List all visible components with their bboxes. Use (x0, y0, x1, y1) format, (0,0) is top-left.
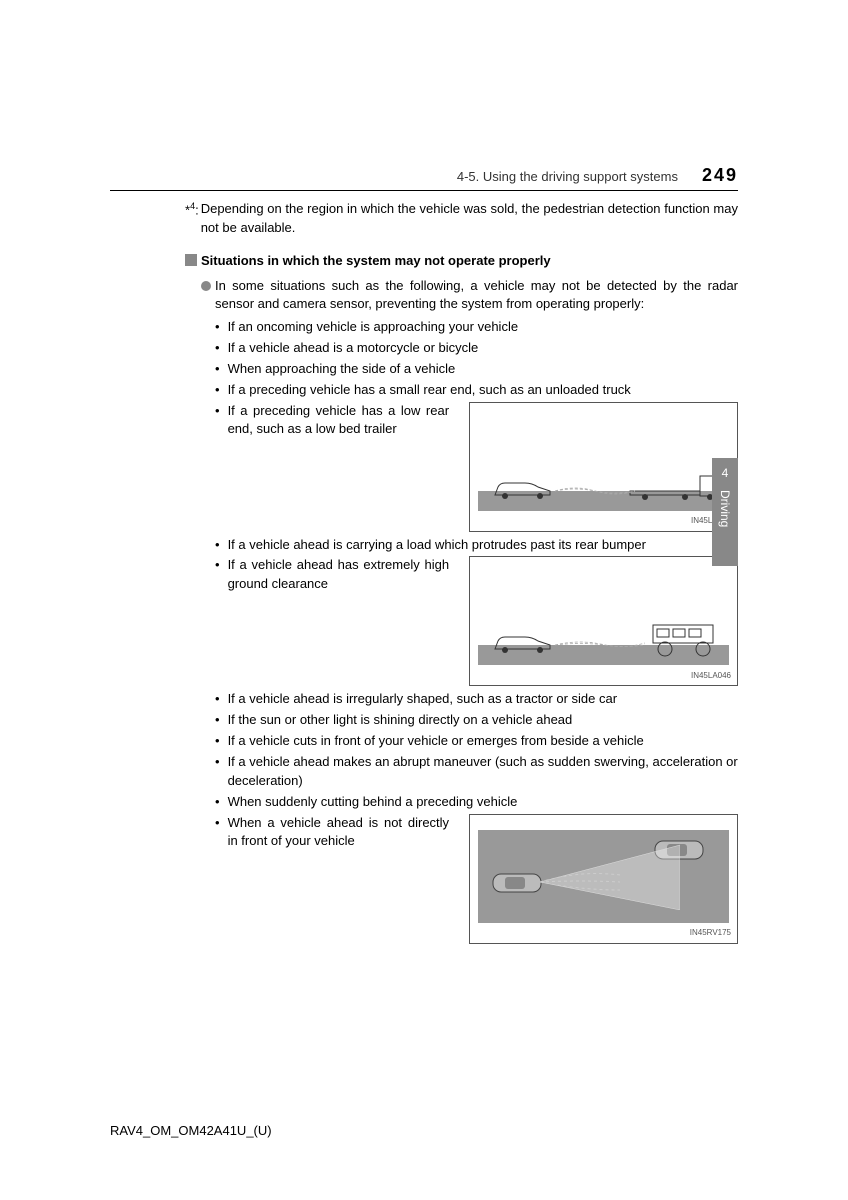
list-item: •When suddenly cutting behind a precedin… (215, 793, 738, 812)
list-item-with-diagram: • If a vehicle ahead has extremely high … (215, 556, 738, 686)
list-item-with-diagram: • When a vehicle ahead is not directly i… (215, 814, 738, 944)
radar-cone-icon (540, 840, 680, 910)
car-top-icon (490, 870, 545, 896)
circle-intro: In some situations such as the following… (201, 277, 738, 315)
list-item: •If a vehicle ahead is a motorcycle or b… (215, 339, 738, 358)
chapter-label: Driving (718, 490, 732, 527)
list-item-with-diagram: • If a preceding vehicle has a low rear … (215, 402, 738, 532)
footnote-text: Depending on the region in which the veh… (201, 200, 738, 238)
radar-wave-icon (555, 485, 635, 497)
bullet-group-1: •If an oncoming vehicle is approaching y… (215, 318, 738, 943)
footer-code: RAV4_OM_OM42A41U_(U) (110, 1123, 272, 1138)
list-item: •If a vehicle ahead is irregularly shape… (215, 690, 738, 709)
page-number: 249 (702, 165, 738, 186)
diagram-high-clearance: IN45LA046 (469, 556, 738, 686)
diagram-code: IN45RV175 (690, 927, 731, 939)
list-item: •If a vehicle cuts in front of your vehi… (215, 732, 738, 751)
list-item: •If a preceding vehicle has a small rear… (215, 381, 738, 400)
car-icon (490, 631, 560, 655)
chapter-number: 4 (722, 466, 729, 480)
diagram-offset-vehicle: IN45RV175 (469, 814, 738, 944)
list-item: •If a vehicle ahead is carrying a load w… (215, 536, 738, 555)
header-rule (110, 190, 738, 191)
diagram-low-trailer: IN45LA045 (469, 402, 738, 532)
trailer-icon (625, 471, 725, 501)
list-item: •If the sun or other light is shining di… (215, 711, 738, 730)
section-heading: Situations in which the system may not o… (185, 252, 738, 271)
footnote: *4: Depending on the region in which the… (185, 200, 738, 238)
square-bullet-icon (185, 254, 197, 266)
list-item: •If a vehicle ahead makes an abrupt mane… (215, 753, 738, 791)
circle-bullet-icon (201, 281, 211, 291)
car-icon (490, 477, 560, 501)
list-item: •When approaching the side of a vehicle (215, 360, 738, 379)
section-title: 4-5. Using the driving support systems (457, 169, 678, 184)
content-area: *4: Depending on the region in which the… (185, 200, 738, 948)
circle-text: In some situations such as the following… (215, 277, 738, 315)
footnote-marker: *4: (185, 200, 199, 238)
suv-icon (645, 617, 725, 657)
list-item: •If an oncoming vehicle is approaching y… (215, 318, 738, 337)
heading-text: Situations in which the system may not o… (201, 252, 551, 271)
chapter-tab: 4 Driving (712, 458, 738, 566)
diagram-code: IN45LA046 (691, 670, 731, 682)
radar-wave-icon (555, 639, 645, 651)
